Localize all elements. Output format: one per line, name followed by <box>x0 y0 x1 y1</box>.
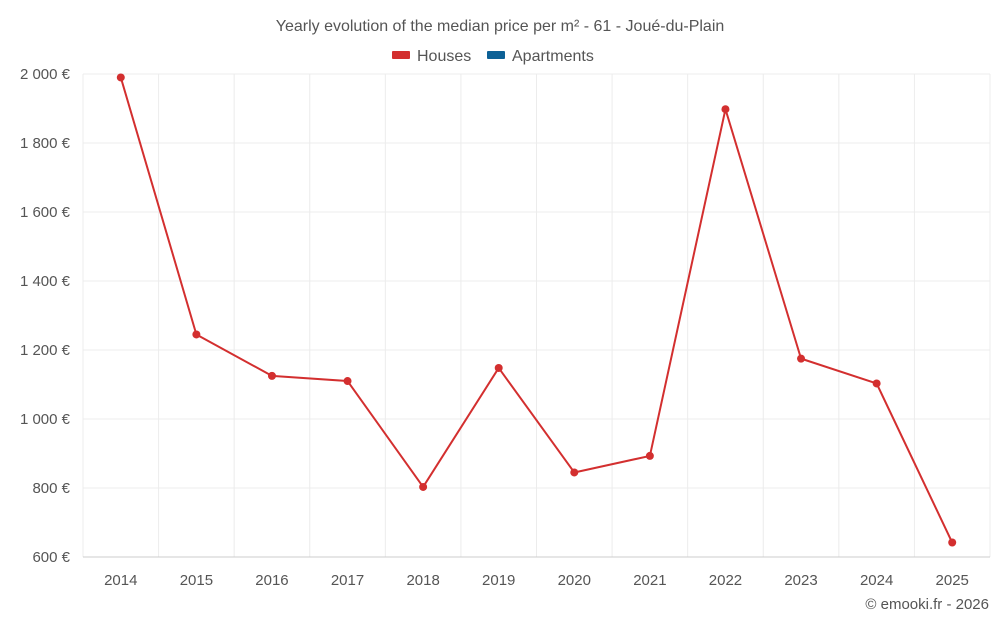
data-point-houses[interactable] <box>267 371 276 380</box>
legend-swatch-houses <box>392 51 410 59</box>
x-tick-label: 2015 <box>180 572 213 589</box>
data-point-houses[interactable] <box>570 468 579 477</box>
data-point-houses[interactable] <box>948 538 957 547</box>
legend-swatch-apartments <box>487 51 505 59</box>
x-tick-label: 2016 <box>255 572 288 589</box>
grid <box>82 73 991 557</box>
y-tick-label: 1 800 € <box>20 135 71 152</box>
legend-item-apartments[interactable]: Apartments <box>487 48 594 65</box>
data-point-houses[interactable] <box>797 354 806 363</box>
data-point-houses[interactable] <box>494 363 503 372</box>
chart-title: Yearly evolution of the median price per… <box>276 18 725 35</box>
legend: Houses Apartments <box>392 48 594 65</box>
data-point-houses[interactable] <box>419 482 428 491</box>
y-tick-label: 1 200 € <box>20 342 71 359</box>
x-tick-label: 2025 <box>936 572 969 589</box>
x-tick-label: 2020 <box>558 572 591 589</box>
x-tick-label: 2022 <box>709 572 742 589</box>
y-tick-label: 1 600 € <box>20 204 71 221</box>
data-point-houses[interactable] <box>872 379 881 388</box>
data-point-houses[interactable] <box>343 377 352 386</box>
x-tick-label: 2021 <box>633 572 666 589</box>
y-tick-label: 800 € <box>32 480 70 497</box>
data-point-houses[interactable] <box>721 105 730 114</box>
legend-item-houses[interactable]: Houses <box>392 48 471 65</box>
series-line-houses <box>119 77 954 543</box>
x-tick-label: 2023 <box>784 572 817 589</box>
y-tick-label: 600 € <box>32 549 70 566</box>
credit-text: © emooki.fr - 2026 <box>865 596 989 613</box>
x-tick-label: 2017 <box>331 572 364 589</box>
x-tick-label: 2014 <box>104 572 137 589</box>
data-point-houses[interactable] <box>192 330 201 339</box>
y-axis: 600 € 800 € 1 000 € 1 200 € 1 400 € 1 600 € 1 … <box>20 66 71 566</box>
x-tick-label: 2018 <box>406 572 439 589</box>
data-point-houses[interactable] <box>645 451 654 460</box>
plot-area <box>116 73 957 547</box>
x-axis: 2014 2015 2016 2017 2018 2019 2020 2021 2022 2023… <box>83 556 990 589</box>
y-tick-label: 2 000 € <box>20 66 71 83</box>
x-tick-label: 2019 <box>482 572 515 589</box>
legend-label-houses: Houses <box>417 48 471 65</box>
y-tick-label: 1 000 € <box>20 411 71 428</box>
legend-label-apartments: Apartments <box>512 48 594 65</box>
data-point-houses[interactable] <box>116 73 125 82</box>
y-tick-label: 1 400 € <box>20 273 71 290</box>
x-tick-label: 2024 <box>860 572 893 589</box>
